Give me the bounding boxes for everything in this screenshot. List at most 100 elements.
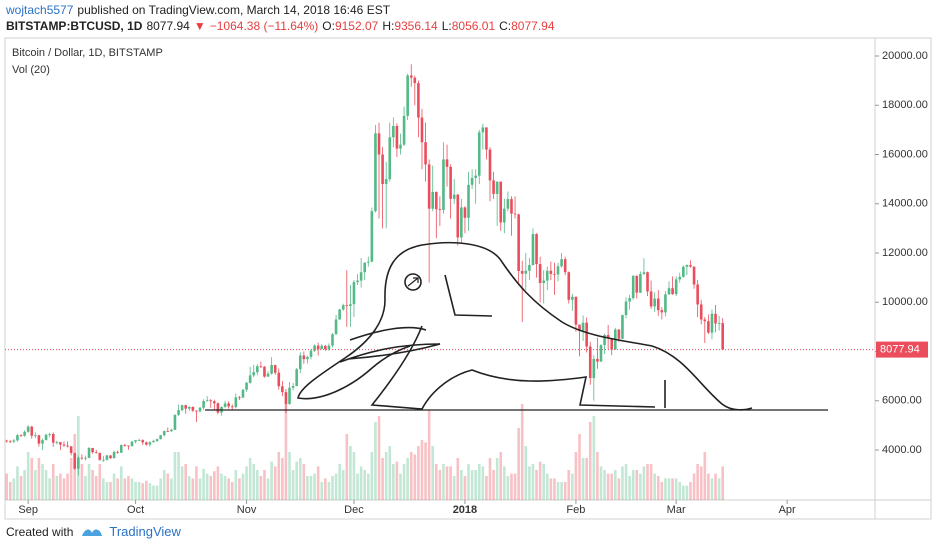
volume-bar: [216, 466, 220, 500]
volume-bar: [631, 470, 635, 500]
volume-bar: [241, 473, 245, 500]
volume-bar: [520, 404, 524, 500]
candle-body: [563, 259, 567, 273]
candle-body: [442, 159, 445, 210]
x-tick-label: Feb: [566, 504, 585, 516]
volume-bar: [438, 470, 442, 500]
volume-bar: [714, 473, 717, 500]
volume-bar: [528, 466, 531, 500]
candle-body: [166, 431, 170, 432]
volume-bar: [563, 482, 567, 500]
volume-bar: [513, 473, 517, 500]
change-arrow: ▼: [193, 19, 206, 33]
candle-body: [109, 455, 112, 459]
candle-body: [259, 366, 263, 368]
candle-body: [209, 400, 213, 402]
candle-body: [603, 335, 606, 346]
volume-label: Vol (20): [12, 64, 50, 76]
candle-body: [477, 132, 481, 176]
candle-body: [130, 441, 134, 447]
candle-body: [180, 405, 184, 411]
volume-bar: [180, 466, 184, 500]
volume-bar: [177, 452, 180, 500]
volume-bar: [205, 473, 209, 500]
x-tick-label: Mar: [667, 504, 686, 516]
volume-bar: [492, 470, 495, 500]
candle-body: [145, 442, 148, 445]
candle-body: [649, 291, 653, 307]
candle-body: [467, 184, 470, 218]
volume-bar: [503, 466, 506, 500]
volume-bar: [628, 476, 631, 500]
x-tick-label: Dec: [344, 504, 364, 516]
candle-body: [596, 358, 599, 362]
volume-bar: [252, 464, 256, 500]
candle-body: [363, 262, 366, 273]
volume-bar: [467, 464, 470, 500]
volume-bar: [62, 478, 66, 500]
candle-body: [664, 294, 667, 313]
volume-bar: [209, 476, 213, 500]
volume-bar: [80, 464, 84, 500]
candle-body: [84, 457, 87, 459]
candle-body: [298, 355, 302, 370]
hand-drawing: [205, 241, 828, 411]
volume-bar: [69, 458, 73, 500]
volume-bar: [102, 478, 105, 500]
candle-body: [8, 441, 12, 443]
candle-body: [245, 382, 248, 390]
volume-bar: [324, 478, 327, 500]
candle-body: [313, 345, 316, 351]
volume-bar: [41, 464, 44, 500]
author[interactable]: wojtach5577: [6, 3, 74, 17]
brand[interactable]: TradingView: [109, 524, 181, 539]
x-tick-label: Sep: [18, 504, 38, 516]
candle-body: [431, 191, 435, 209]
candle-body: [413, 77, 417, 84]
volume-bar: [556, 482, 560, 500]
candle-body: [492, 180, 495, 194]
candle-body: [513, 213, 517, 215]
candle-body: [699, 304, 703, 320]
volume-bar: [585, 458, 588, 500]
volume-bar: [51, 464, 55, 500]
candle-body: [499, 181, 503, 223]
candle-body: [524, 270, 528, 274]
candle-body: [481, 127, 485, 133]
candle-body: [366, 261, 370, 263]
ohlc-label: H:: [382, 19, 395, 33]
volume-bar: [30, 458, 34, 500]
volume-bar: [256, 470, 259, 500]
elephant-eye-arrow: [407, 277, 419, 287]
volume-bar: [395, 461, 399, 500]
chart: Bitcoin / Dollar, 1D, BITSTAMP Vol (20) …: [4, 37, 932, 520]
candle-body: [198, 407, 202, 412]
candle-body: [26, 426, 30, 432]
footer: Created with TradingView: [6, 524, 181, 539]
candle-body: [302, 355, 306, 360]
ohlc-value: 9356.14: [394, 19, 438, 33]
volume-bar: [553, 478, 556, 500]
candle-body: [19, 435, 23, 437]
volume-bar: [463, 476, 467, 500]
volume-bar: [338, 464, 341, 500]
candle-body: [424, 142, 427, 165]
volume-bar: [635, 470, 639, 500]
chart-title: Bitcoin / Dollar, 1D, BITSTAMP: [12, 47, 163, 59]
ohlc-value: 9152.07: [334, 19, 379, 33]
candle-body: [685, 265, 689, 267]
candle-body: [155, 439, 159, 441]
candle-body: [12, 440, 16, 442]
candle-body: [646, 272, 649, 292]
candle-body: [41, 440, 44, 444]
symbol: BITSTAMP:BTCUSD, 1D: [6, 19, 143, 33]
volume-bar: [152, 485, 155, 500]
candle-body: [374, 133, 377, 212]
ohlc-value: 8056.01: [451, 19, 496, 33]
volume-bar: [599, 466, 603, 500]
volume-bar: [377, 416, 381, 500]
volume-bar: [656, 476, 660, 500]
candle-body: [545, 270, 549, 281]
candle-body: [710, 313, 714, 333]
candle-body: [395, 125, 399, 149]
